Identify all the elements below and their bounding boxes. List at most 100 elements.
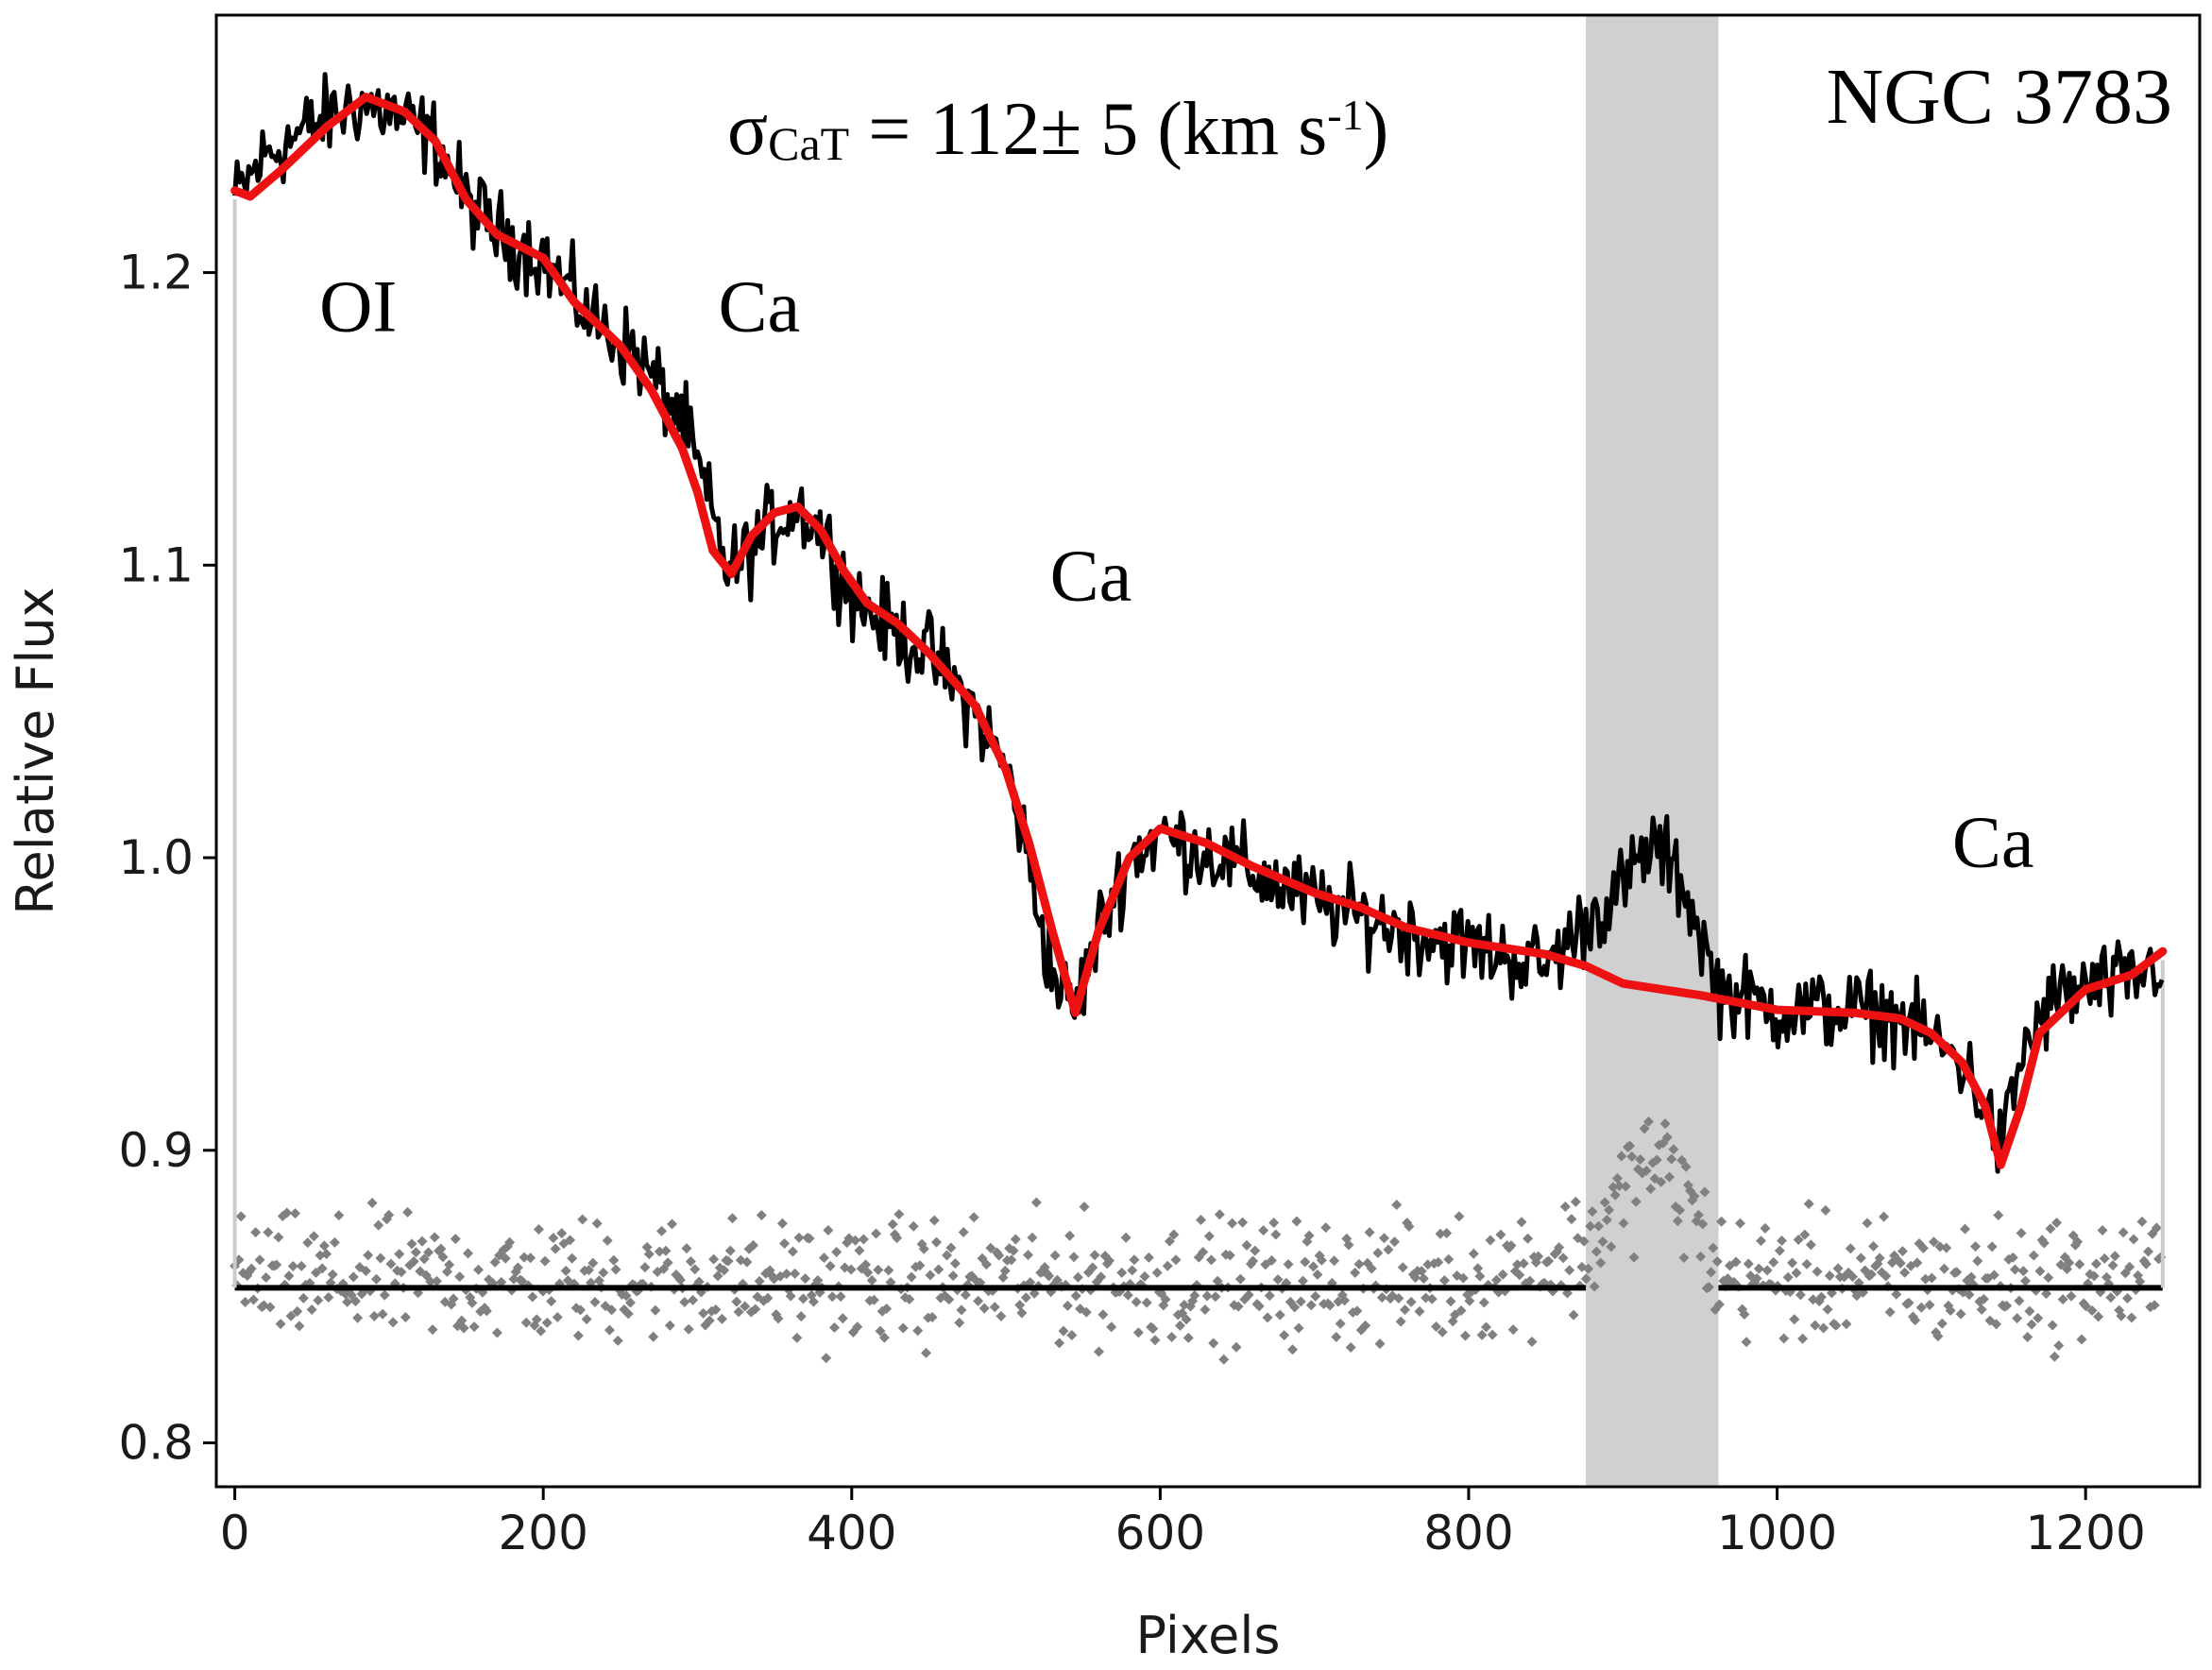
residual-point (1350, 1267, 1361, 1278)
residual-point (1383, 1244, 1394, 1255)
residual-point (1668, 1144, 1679, 1155)
residual-point (517, 1275, 528, 1287)
residual-point (1799, 1229, 1811, 1240)
residual-point (904, 1294, 915, 1305)
y-tick-label: 0.8 (118, 1416, 194, 1471)
x-tick-label: 1000 (1717, 1506, 1837, 1560)
residual-point (1554, 1242, 1565, 1253)
residual-point (1210, 1291, 1221, 1303)
residual-point (1264, 1290, 1275, 1302)
residual-point (1675, 1204, 1686, 1216)
residual-point (1455, 1305, 1467, 1317)
model-fit-series (230, 93, 2168, 1169)
residual-point (1664, 1171, 1676, 1183)
residual-point (2118, 1227, 2129, 1238)
residual-point (598, 1267, 609, 1278)
residual-point (1587, 1206, 1598, 1218)
residual-point (371, 1273, 383, 1285)
residual-point (481, 1305, 492, 1317)
residual-point (1703, 1282, 1714, 1293)
residual-point (406, 1238, 417, 1250)
residual-point (1803, 1199, 1814, 1210)
residual-point (944, 1294, 955, 1305)
residual-point (2086, 1304, 2098, 1316)
residual-point (698, 1307, 709, 1319)
residual-point (1805, 1239, 1816, 1251)
residual-point (748, 1239, 759, 1251)
residual-point (606, 1304, 618, 1316)
residual-point (885, 1277, 896, 1288)
residual-point (828, 1321, 840, 1333)
residual-point (1847, 1271, 1858, 1283)
residual-point (2017, 1266, 2029, 1277)
residual-point (1591, 1246, 1602, 1257)
residual-point (912, 1325, 924, 1337)
residual-point (1734, 1218, 1745, 1229)
residual-point (797, 1293, 808, 1304)
residual-point (1066, 1330, 1078, 1341)
sigma-annotation: σCaT = 112± 5 (km s-1) (727, 88, 1388, 171)
residual-point (366, 1198, 378, 1209)
residual-point (1472, 1263, 1484, 1274)
residual-point (1936, 1318, 1948, 1329)
residual-point (908, 1220, 919, 1232)
x-tick-label: 600 (1115, 1506, 1205, 1560)
residual-point (1395, 1316, 1406, 1327)
residual-point (1960, 1223, 1971, 1235)
residual-point (1739, 1308, 1750, 1320)
residual-point (531, 1314, 542, 1325)
residual-point (1295, 1296, 1306, 1307)
residual-point (281, 1207, 293, 1218)
residual-point (285, 1310, 297, 1321)
residual-point (1445, 1296, 1456, 1307)
residual-point (1393, 1292, 1404, 1304)
residual-point (1604, 1204, 1615, 1216)
residual-point (1030, 1197, 1042, 1208)
residual-point (263, 1227, 274, 1238)
residual-point (2074, 1258, 2085, 1270)
residual-point (928, 1215, 940, 1226)
residual-point (1768, 1256, 1779, 1268)
x-tick-label: 1200 (2026, 1506, 2146, 1560)
residual-point (1298, 1275, 1309, 1287)
residual-point (621, 1290, 632, 1302)
residual-point (845, 1264, 857, 1275)
residual-point (1044, 1270, 1055, 1282)
residual-point (920, 1347, 931, 1358)
residual-point (1585, 1220, 1596, 1232)
residual-point (887, 1218, 898, 1230)
residual-point (527, 1291, 538, 1303)
residual-point (519, 1252, 530, 1263)
residual-point (294, 1321, 305, 1332)
residual-point (1642, 1116, 1654, 1127)
residual-point (871, 1228, 882, 1239)
residual-point (1756, 1235, 1767, 1247)
residual-point (1706, 1267, 1717, 1278)
residual-point (1438, 1274, 1450, 1286)
residual-point (1195, 1215, 1206, 1226)
residual-point (2143, 1246, 2154, 1257)
residual-point (2028, 1250, 2039, 1261)
residual-point (504, 1236, 516, 1248)
residual-point (1568, 1309, 1579, 1321)
residual-point (2121, 1293, 2133, 1304)
residual-point (719, 1265, 730, 1276)
residual-point (994, 1250, 1005, 1261)
residual-point (1433, 1256, 1444, 1268)
residual-point (425, 1276, 436, 1287)
residual-point (1404, 1221, 1415, 1233)
residual-point (1787, 1257, 1798, 1269)
residual-point (624, 1297, 636, 1308)
residual-point (589, 1297, 601, 1308)
residual-point (1777, 1235, 1788, 1247)
residual-point (835, 1291, 846, 1303)
residual-point (1743, 1258, 1754, 1270)
residual-point (1708, 1242, 1719, 1253)
residual-point (1414, 1305, 1425, 1317)
residual-point (995, 1310, 1007, 1321)
residual-point (1955, 1308, 1966, 1320)
residual-point (2049, 1351, 2060, 1362)
residual-point (931, 1236, 943, 1248)
model-fit-line (230, 93, 2168, 1169)
residual-point (1218, 1354, 1230, 1365)
